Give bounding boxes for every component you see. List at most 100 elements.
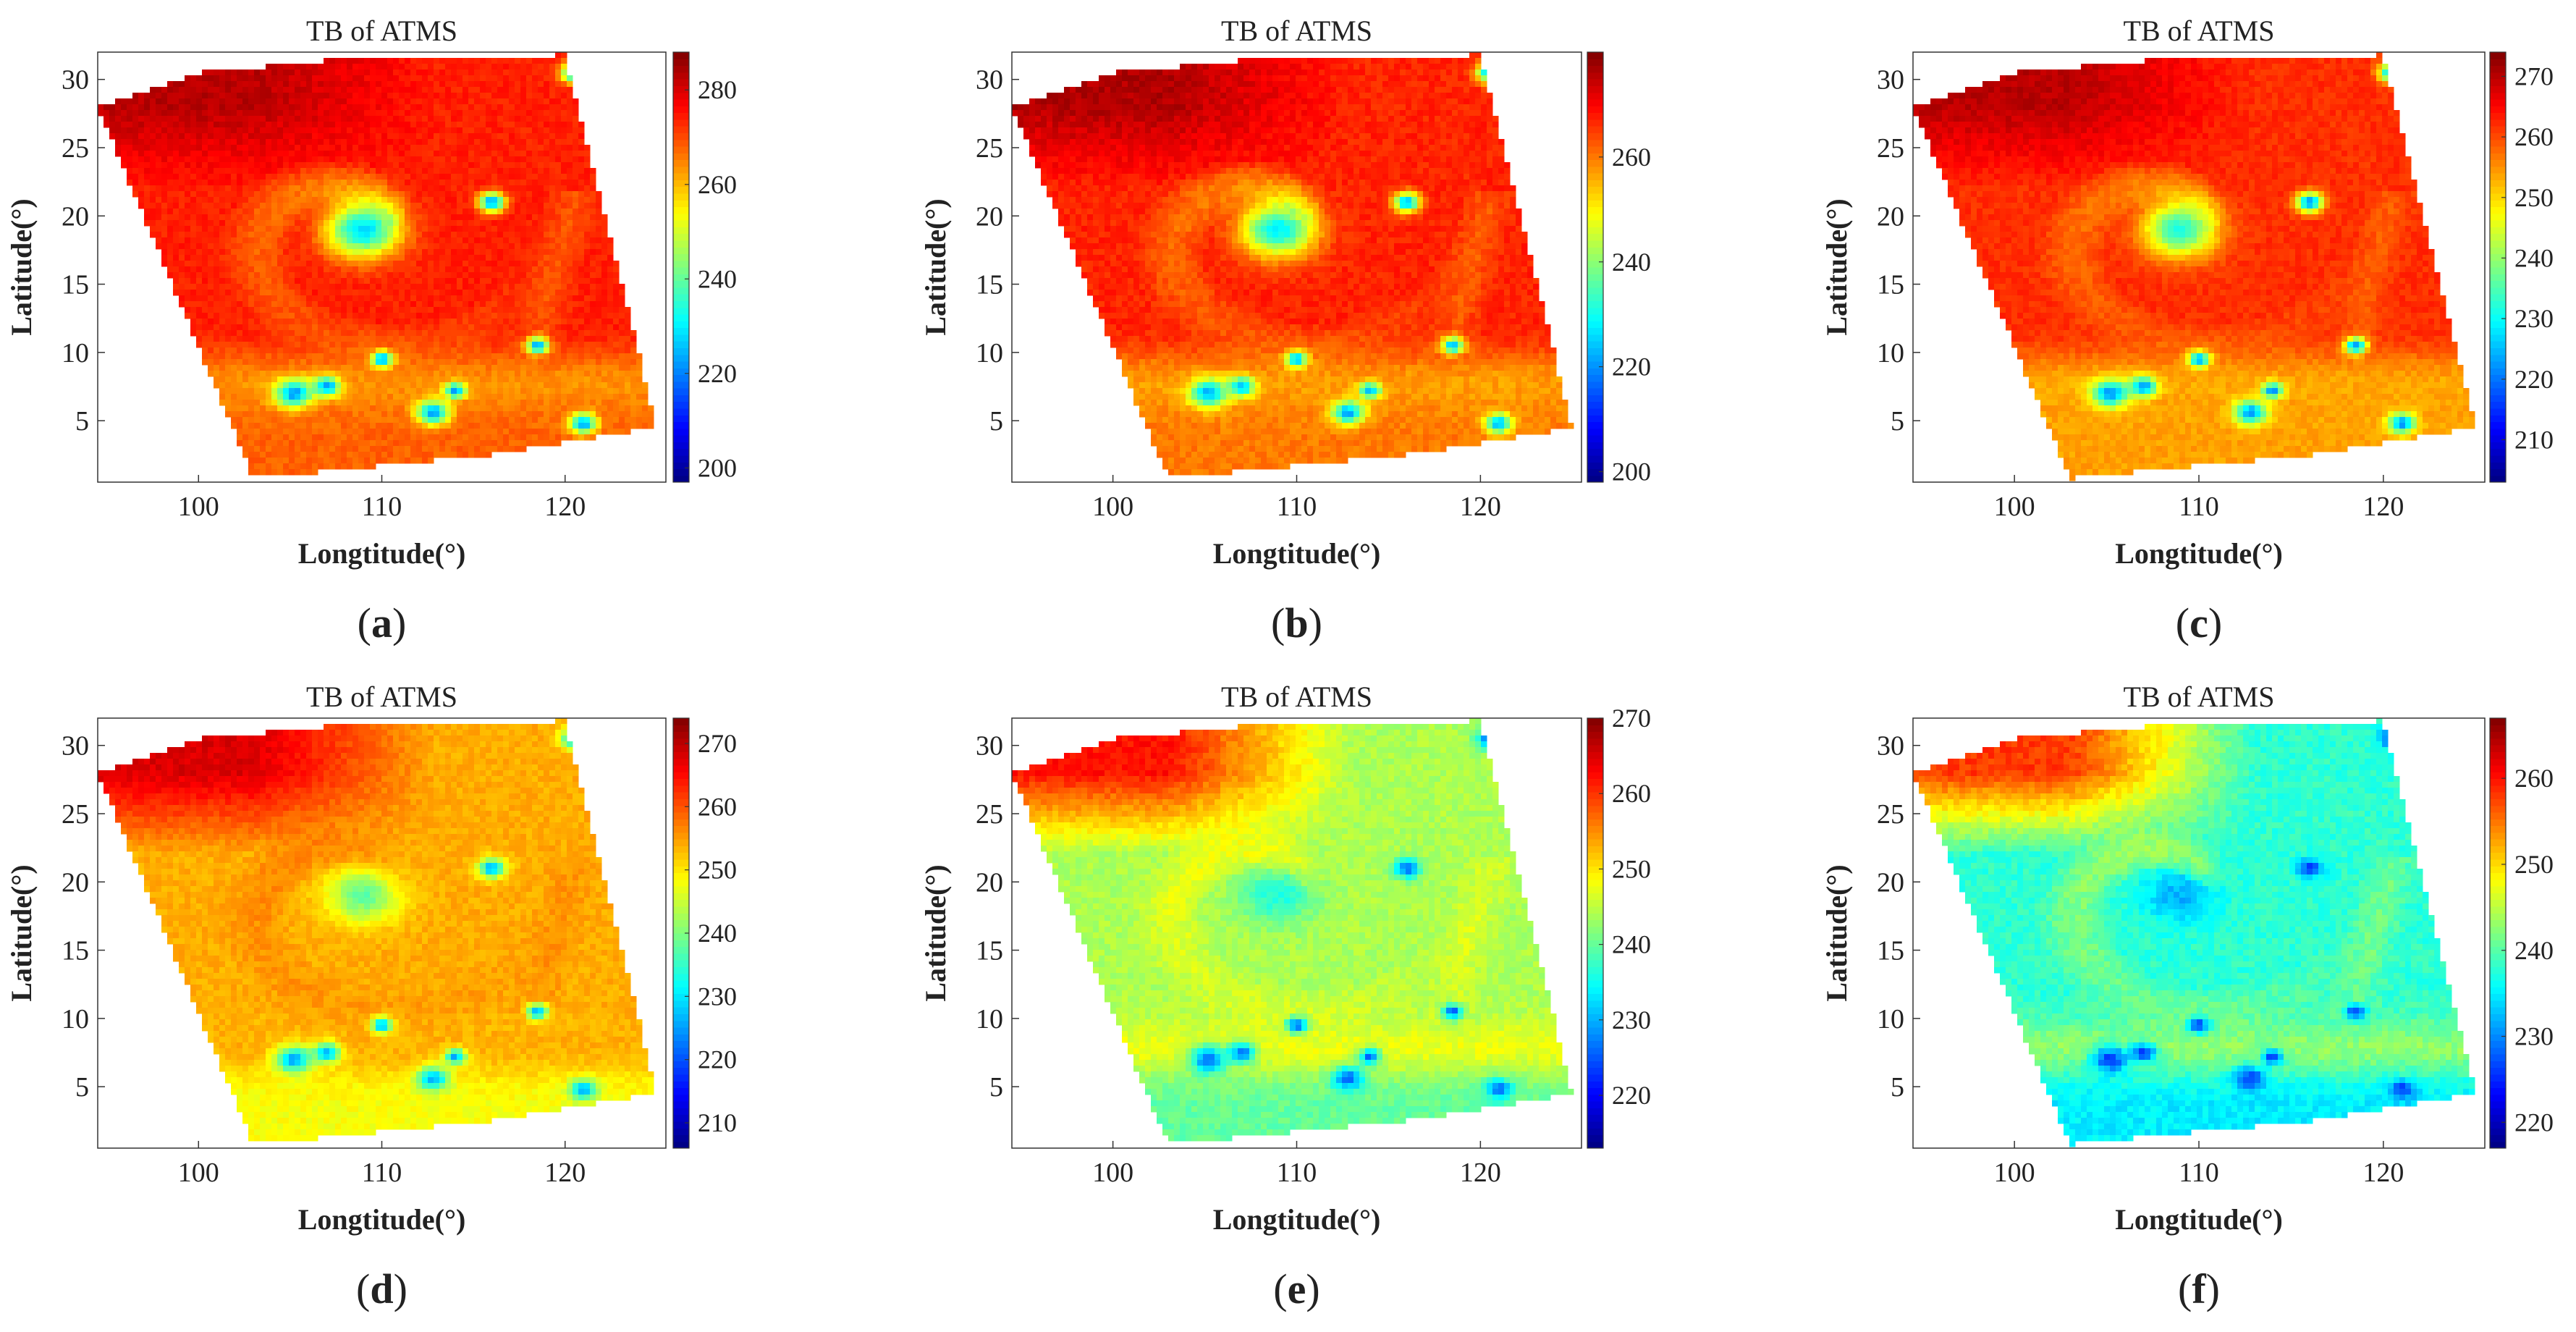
heatmap-cell — [271, 376, 278, 383]
heatmap-cell — [347, 81, 353, 88]
heatmap-cell — [486, 156, 492, 163]
heatmap-cell — [370, 168, 376, 174]
heatmap-cell — [480, 307, 486, 313]
heatmap-cell — [381, 232, 388, 238]
heatmap-cell — [329, 330, 336, 337]
heatmap-cell — [445, 156, 452, 163]
heatmap-cell — [538, 93, 544, 99]
heatmap-cell — [341, 434, 347, 441]
heatmap-cell — [248, 249, 255, 256]
heatmap-cell — [410, 220, 417, 227]
heatmap-cell — [457, 400, 463, 406]
heatmap-cell — [526, 324, 533, 331]
heatmap-cell — [526, 116, 533, 122]
heatmap-cell — [561, 295, 567, 302]
heatmap-cell — [555, 266, 562, 273]
heatmap-cell — [439, 417, 446, 423]
heatmap-cell — [625, 353, 631, 360]
heatmap-cell — [399, 151, 405, 157]
heatmap-cell — [242, 278, 249, 284]
heatmap-cell — [364, 87, 371, 93]
heatmap-cell — [248, 220, 255, 227]
heatmap-cell — [601, 417, 608, 423]
heatmap-cell — [434, 405, 440, 412]
heatmap-cell — [468, 255, 475, 261]
heatmap-cell — [214, 122, 220, 128]
heatmap-cell — [549, 376, 556, 383]
heatmap-cell — [185, 133, 191, 140]
heatmap-cell — [573, 133, 579, 140]
heatmap-cell — [601, 342, 608, 348]
heatmap-cell — [289, 162, 295, 169]
heatmap-cell — [532, 301, 539, 308]
heatmap-cell — [480, 347, 486, 354]
heatmap-cell — [515, 394, 521, 400]
heatmap-cell — [405, 371, 411, 377]
heatmap-cell — [590, 249, 596, 256]
heatmap-cell — [405, 98, 411, 105]
heatmap-cell — [370, 336, 376, 342]
heatmap-cell — [376, 110, 382, 117]
heatmap-cell — [561, 69, 567, 76]
heatmap-cell — [214, 255, 220, 261]
heatmap-cell — [376, 98, 382, 105]
heatmap-cell — [341, 226, 347, 232]
heatmap-cell — [532, 104, 539, 111]
heatmap-cell — [225, 295, 232, 302]
heatmap-cell — [202, 93, 208, 99]
heatmap-cell — [410, 278, 417, 284]
heatmap-cell — [329, 151, 336, 157]
heatmap-cell — [185, 237, 191, 244]
heatmap-cell — [515, 365, 521, 371]
heatmap-cell — [526, 371, 533, 377]
heatmap-cell — [486, 400, 492, 406]
heatmap-cell — [312, 69, 318, 76]
heatmap-cell — [422, 382, 428, 389]
heatmap-cell — [532, 284, 539, 290]
heatmap-cell — [329, 197, 336, 203]
heatmap-cell — [208, 307, 214, 313]
heatmap-cell — [544, 266, 550, 273]
heatmap-cell — [445, 145, 452, 151]
heatmap-cell — [196, 342, 203, 348]
heatmap-cell — [138, 191, 145, 198]
heatmap-cell — [352, 203, 359, 209]
heatmap-cell — [254, 174, 261, 180]
heatmap-cell — [520, 174, 527, 180]
heatmap-cell — [405, 151, 411, 157]
heatmap-cell — [387, 75, 394, 82]
heatmap-cell — [219, 347, 226, 354]
heatmap-cell — [544, 203, 550, 209]
heatmap-cell — [451, 307, 457, 313]
heatmap-cell — [578, 342, 585, 348]
heatmap-cell — [474, 127, 481, 134]
heatmap-cell — [428, 261, 434, 267]
heatmap-cell — [578, 156, 585, 163]
heatmap-cell — [578, 388, 585, 395]
heatmap-cell — [277, 272, 284, 279]
heatmap-cell — [260, 197, 266, 203]
heatmap-cell — [300, 272, 307, 279]
heatmap-cell — [555, 261, 562, 267]
heatmap-cell — [381, 434, 388, 441]
heatmap-cell — [266, 81, 272, 88]
heatmap-cell — [549, 168, 556, 174]
heatmap-cell — [381, 139, 388, 146]
heatmap-cell — [601, 220, 608, 227]
heatmap-cell — [150, 110, 156, 117]
heatmap-cell — [266, 307, 272, 313]
heatmap-cell — [480, 139, 486, 146]
heatmap-cell — [445, 324, 452, 331]
heatmap-cell — [381, 185, 388, 192]
heatmap-cell — [491, 162, 498, 169]
heatmap-cell — [555, 295, 562, 302]
heatmap-cell — [295, 162, 301, 169]
heatmap-cell — [289, 151, 295, 157]
heatmap-cell — [601, 284, 608, 290]
heatmap-cell — [457, 388, 463, 395]
heatmap-cell — [295, 394, 301, 400]
heatmap-cell — [358, 295, 365, 302]
heatmap-cell — [202, 127, 208, 134]
heatmap-cell — [463, 122, 469, 128]
heatmap-cell — [613, 330, 620, 337]
